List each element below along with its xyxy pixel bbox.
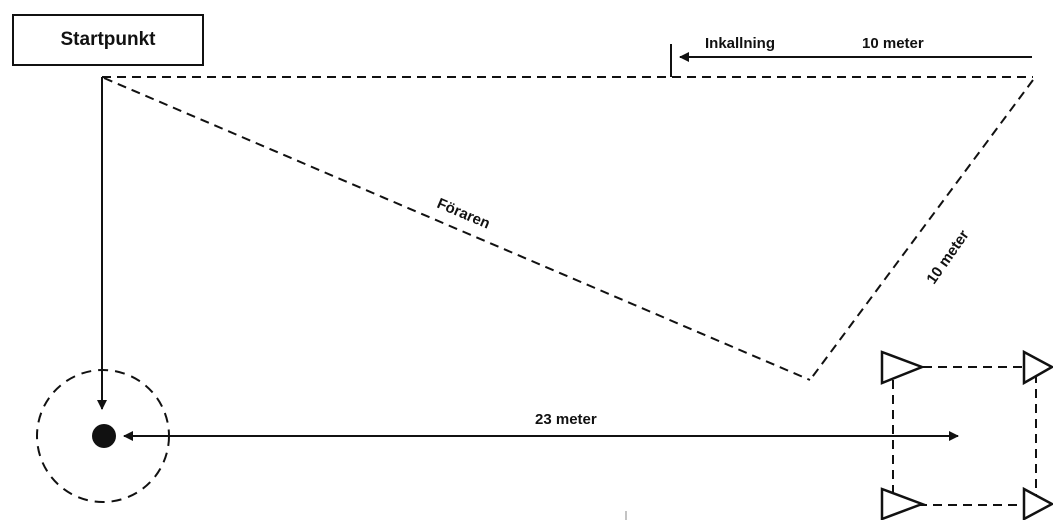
handler-label: Föraren [434,195,492,232]
start-point-label: Startpunkt [60,29,156,50]
cone-marker-top-left [880,350,926,385]
bottom-distance-label: 23 meter [535,411,597,428]
cone-marker-bottom-left [880,487,926,520]
top-distance-label: 10 meter [862,35,924,52]
recall-label: Inkallning [705,35,775,52]
cone-marker-top-right [1022,349,1053,386]
handler-dashed-path [103,77,811,381]
cone-marker-bottom-right [1022,486,1053,520]
dashed-square-area [892,366,1037,506]
dog-position-dot [92,424,116,448]
start-point-box: Startpunkt [12,14,204,66]
diagonal-distance-label: 10 meter [923,227,972,287]
diagonal-dashed-path [809,79,1034,381]
